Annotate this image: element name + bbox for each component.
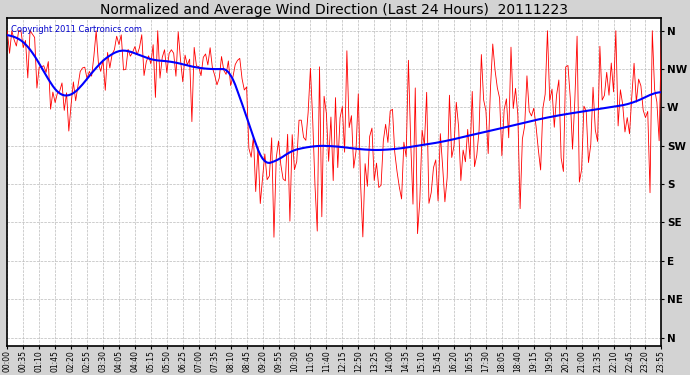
Title: Normalized and Average Wind Direction (Last 24 Hours)  20111223: Normalized and Average Wind Direction (L… [100,3,569,17]
Text: Copyright 2011 Cartronics.com: Copyright 2011 Cartronics.com [10,24,141,33]
